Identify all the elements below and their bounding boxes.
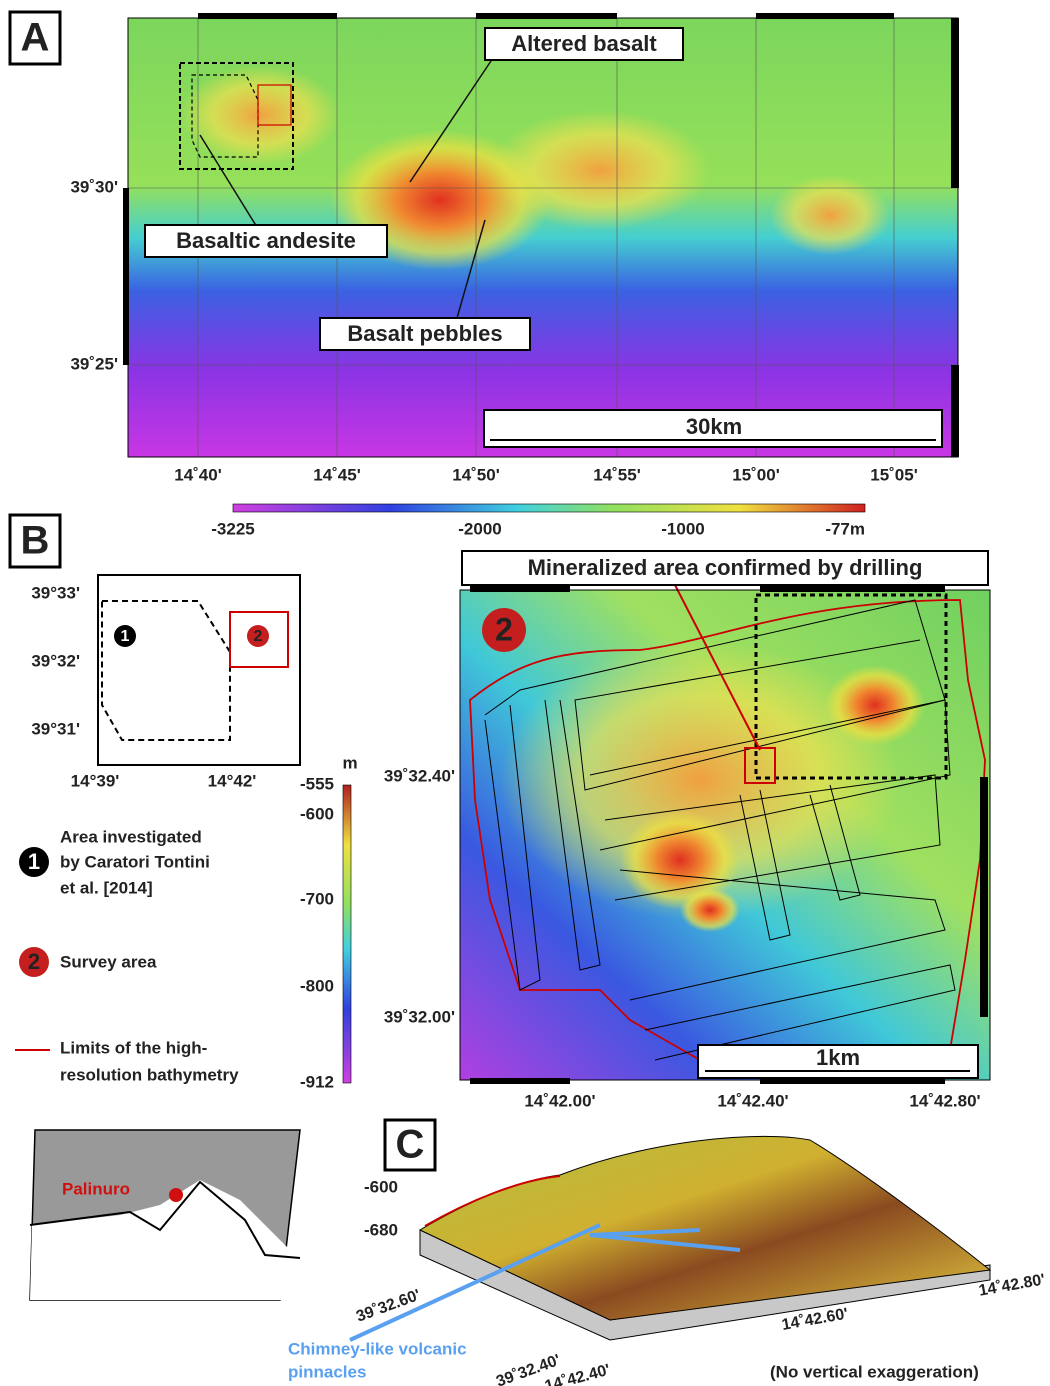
scale-label: 30km xyxy=(686,414,742,439)
lat-label: 39˚25' xyxy=(70,354,118,373)
lat-label: 39°31' xyxy=(31,719,80,738)
lon-label: 14˚50' xyxy=(452,465,500,484)
lon-label: 14˚55' xyxy=(593,465,641,484)
annotation: pinnacles xyxy=(288,1362,366,1381)
lon-label: 14˚42.80' xyxy=(909,1091,980,1110)
note: (No vertical exaggeration) xyxy=(770,1362,979,1381)
colorbar-label: -555 xyxy=(300,774,334,793)
panel-a: A Altered basalt Basaltic andesite Basal… xyxy=(10,12,959,538)
panel-c: C -600 -680 39˚32.60' 39˚32.40' 14˚42.40… xyxy=(288,1120,1046,1386)
marker-label: 1 xyxy=(121,628,130,645)
seamount xyxy=(180,65,340,165)
panel-label: B xyxy=(21,519,50,563)
colorbar-label: -1000 xyxy=(661,519,704,538)
z-label: -600 xyxy=(364,1177,398,1196)
colorbar-label: -2000 xyxy=(458,519,501,538)
legend-text: Survey area xyxy=(60,952,157,971)
annotation: Basaltic andesite xyxy=(176,228,356,253)
lon-label: 14˚42.40' xyxy=(717,1091,788,1110)
lon-label: 15˚05' xyxy=(870,465,918,484)
legend-text: resolution bathymetry xyxy=(60,1065,239,1084)
lat-label: 39˚30' xyxy=(70,177,118,196)
lon-label: 14˚40' xyxy=(174,465,222,484)
lon-label: 14˚42.00' xyxy=(524,1091,595,1110)
colorbar-label: -800 xyxy=(300,976,334,995)
lon-label: 15˚00' xyxy=(732,465,780,484)
marker-label: 2 xyxy=(495,611,513,647)
lat-label: 39˚32.40' xyxy=(384,766,455,785)
legend-marker-label: 1 xyxy=(28,849,40,874)
z-label: -680 xyxy=(364,1220,398,1239)
inset-frame xyxy=(98,575,300,765)
colorbar-label: -600 xyxy=(300,804,334,823)
lat-label: 39˚32.00' xyxy=(384,1007,455,1026)
legend-text: Limits of the high- xyxy=(60,1038,207,1057)
lon-label: 14˚45' xyxy=(313,465,361,484)
lat-label: 39˚32.60' xyxy=(354,1287,423,1326)
site-marker xyxy=(169,1188,183,1202)
mound xyxy=(825,665,925,745)
colorbar xyxy=(233,504,865,512)
legend-text: Area investigated xyxy=(60,827,202,846)
site-label: Palinuro xyxy=(62,1179,130,1198)
map-title: Mineralized area confirmed by drilling xyxy=(528,555,923,580)
annotation: Basalt pebbles xyxy=(347,321,502,346)
colorbar-unit: m xyxy=(342,753,357,772)
panel-label: A xyxy=(21,16,50,60)
annotation: Chimney-like volcanic xyxy=(288,1339,467,1358)
legend-text: by Caratori Tontini xyxy=(60,852,210,871)
seamount xyxy=(490,110,710,230)
colorbar-label: -77m xyxy=(825,519,865,538)
legend-text: et al. [2014] xyxy=(60,878,153,897)
lon-label: 14°42' xyxy=(208,771,257,790)
seamount xyxy=(770,175,890,255)
figure: A Altered basalt Basaltic andesite Basal… xyxy=(0,0,1050,1386)
colorbar-label: -3225 xyxy=(211,519,254,538)
colorbar-label: -912 xyxy=(300,1072,334,1091)
annotation: Altered basalt xyxy=(511,31,657,56)
legend-marker-label: 2 xyxy=(28,949,40,974)
colorbar-label: -700 xyxy=(300,889,334,908)
mound xyxy=(680,888,740,932)
scale-label: 1km xyxy=(816,1045,860,1070)
colorbar xyxy=(343,785,351,1083)
marker-label: 2 xyxy=(254,628,263,645)
lon-label: 14°39' xyxy=(71,771,120,790)
lat-label: 39°32' xyxy=(31,651,80,670)
lat-label: 39°33' xyxy=(31,583,80,602)
panel-label: C xyxy=(396,1123,425,1167)
